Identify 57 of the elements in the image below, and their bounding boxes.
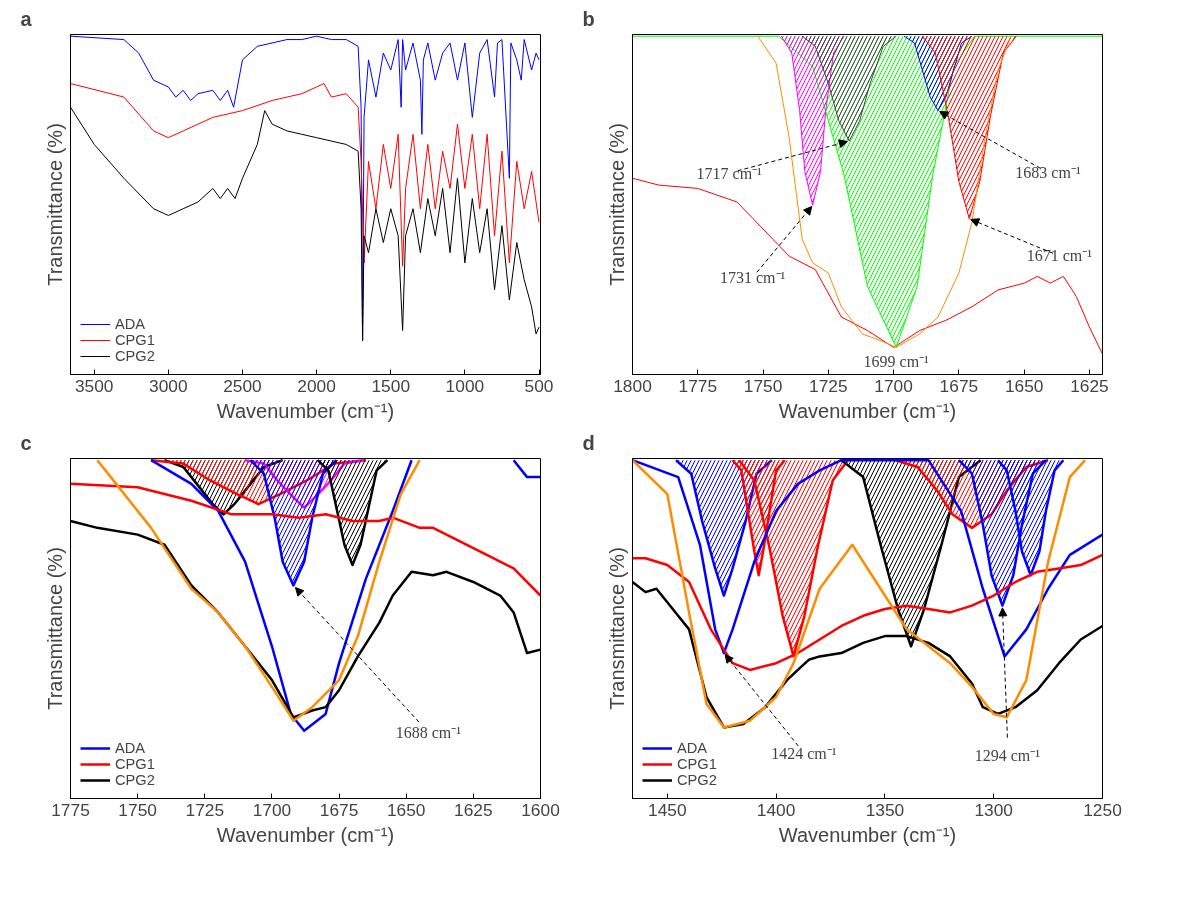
x-axis-title: Wavenumber (cm⁻¹) — [778, 823, 957, 846]
annotation: 1688 cm⁻¹ — [395, 723, 462, 741]
x-tick-label: 2000 — [297, 375, 336, 396]
annotation: 1294 cm⁻¹ — [974, 747, 1041, 765]
x-tick-label: 3500 — [74, 375, 114, 396]
x-tick-label: 1625 — [454, 799, 493, 820]
y-axis-title: Transmittance (%) — [43, 547, 66, 710]
x-tick-label: 1800 — [613, 375, 652, 396]
legend-label: CPG1 — [115, 756, 155, 772]
x-tick-label: 1300 — [974, 799, 1013, 820]
annotation: 1683 cm⁻¹ — [1015, 164, 1081, 182]
legend-label: CPG1 — [115, 332, 155, 348]
chart-title: a — [20, 7, 33, 30]
y-axis-title: Transmittance (%) — [605, 123, 628, 286]
x-tick-label: 1450 — [648, 799, 687, 820]
legend-label: ADA — [115, 316, 146, 332]
chart-title: b — [582, 7, 595, 30]
x-tick-label: 1725 — [809, 375, 848, 396]
x-tick-label: 3000 — [149, 375, 188, 396]
y-axis-title: Transmittance (%) — [605, 547, 628, 710]
x-tick-label: 1775 — [678, 375, 718, 396]
x-axis-title: Wavenumber (cm⁻¹) — [778, 399, 957, 422]
x-tick-label: 1775 — [51, 799, 90, 820]
x-tick-label: 1500 — [371, 375, 411, 396]
legend-label: CPG2 — [115, 772, 155, 788]
chart-title: c — [20, 431, 32, 454]
annotation: 1731 cm⁻¹ — [719, 268, 786, 286]
x-tick-label: 1600 — [521, 799, 560, 820]
x-tick-label: 1250 — [1083, 799, 1122, 820]
x-tick-label: 1625 — [1070, 375, 1109, 396]
x-tick-label: 1700 — [252, 799, 292, 820]
annotation: 1671 cm⁻¹ — [1026, 247, 1093, 265]
x-tick-label: 1000 — [445, 375, 485, 396]
legend-label: CPG2 — [677, 772, 717, 788]
x-tick-label: 1675 — [319, 799, 359, 820]
x-tick-label: 1750 — [743, 375, 783, 396]
x-tick-label: 1725 — [185, 799, 225, 820]
x-tick-label: 1650 — [386, 799, 426, 820]
x-tick-label: 1675 — [939, 375, 979, 396]
x-axis-title: Wavenumber (cm⁻¹) — [216, 399, 395, 422]
x-tick-label: 1650 — [1004, 375, 1044, 396]
legend-label: ADA — [115, 740, 146, 756]
chart-title: d — [582, 431, 595, 454]
x-tick-label: 1350 — [865, 799, 905, 820]
x-tick-label: 500 — [524, 375, 554, 396]
annotation: 1424 cm⁻¹ — [771, 744, 837, 762]
annotation: 1717 cm⁻¹ — [696, 164, 763, 182]
x-tick-label: 1750 — [118, 799, 157, 820]
x-axis-title: Wavenumber (cm⁻¹) — [216, 823, 395, 846]
legend-label: CPG2 — [115, 348, 155, 364]
y-axis-title: Transmittance (%) — [43, 123, 66, 286]
x-tick-label: 1400 — [756, 799, 796, 820]
x-tick-label: 1700 — [874, 375, 913, 396]
legend-label: CPG1 — [677, 756, 717, 772]
x-tick-label: 2500 — [223, 375, 262, 396]
annotation: 1699 cm⁻¹ — [863, 352, 930, 370]
legend-label: ADA — [677, 740, 708, 756]
